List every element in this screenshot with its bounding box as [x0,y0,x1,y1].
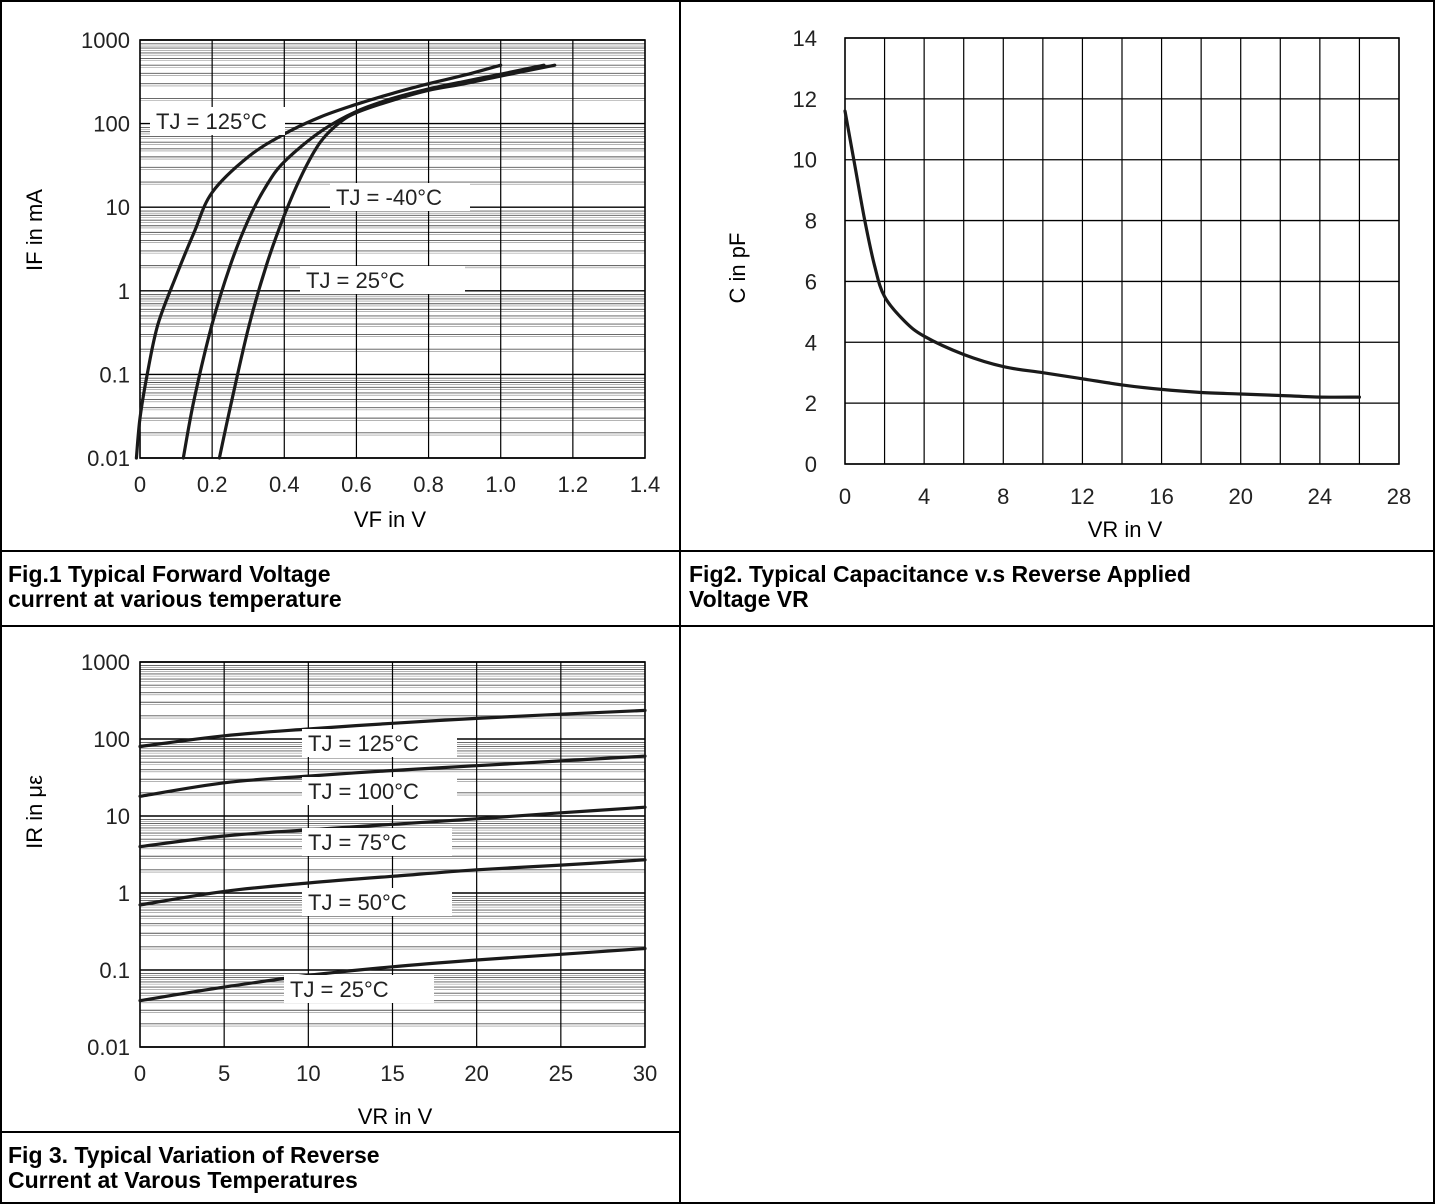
annotation-bg [302,888,452,916]
y-tick-label: 1 [118,279,130,304]
fig1-x-axis-label: VF in V [354,507,426,532]
x-tick-label: 0.6 [341,472,372,497]
fig1-grid [139,39,646,459]
y-tick-label: 100 [93,112,130,137]
series-line-0 [843,109,1361,399]
y-tick-label: 1000 [81,650,130,675]
series-line-0 [138,708,647,749]
annotation-bg [300,266,465,294]
y-tick-label: 0.01 [87,446,130,471]
x-tick-label: 20 [1228,484,1252,509]
fig2-series [843,109,1361,399]
annotation-label: TJ = 125°C [156,109,267,134]
fig3-x-axis-label: VR in V [358,1104,433,1129]
x-tick-label: 1.0 [485,472,516,497]
y-tick-label: 8 [805,209,817,234]
fig2-x-axis-label: VR in V [1088,517,1163,542]
series-line-2 [138,805,647,849]
series-line-3 [138,858,647,907]
annotation-label: TJ = 25°C [290,977,389,1002]
x-tick-label: 12 [1070,484,1094,509]
x-tick-label: 1.2 [558,472,589,497]
x-tick-label: 15 [380,1061,404,1086]
fig3-series [138,708,647,1003]
x-tick-label: 0.2 [197,472,228,497]
fig1-annotations: TJ = 125°C TJ = -40°C TJ = 25°C [150,107,470,294]
annotation-label: TJ = 75°C [308,830,407,855]
plot-frame [844,37,1400,465]
x-tick-label: 0 [134,472,146,497]
x-tick-label: 30 [633,1061,657,1086]
y-tick-label: 1 [118,881,130,906]
chart-forward-voltage: 0 0.2 0.4 0.6 0.8 1.0 1.2 1.40.010.11101001000 … [22,28,660,532]
x-tick-label: 8 [997,484,1009,509]
x-tick-label: 16 [1149,484,1173,509]
fig3-caption: Fig 3. Typical Variation of Reverse Curr… [8,1142,380,1193]
fig3-tick-labels: 0 5 10 15 20 25 30 0.01 0.1 1 10 100 1000 [81,650,657,1086]
y-tick-label: 0 [805,452,817,477]
annotation-bg [302,777,457,805]
y-tick-label: 4 [805,330,817,355]
y-tick-label: 12 [793,87,817,112]
fig1-caption: Fig.1 Typical Forward Voltage current at… [8,561,342,612]
x-tick-label: 10 [296,1061,320,1086]
annotation-label: TJ = 100°C [308,779,419,804]
x-tick-label: 28 [1387,484,1411,509]
annotation-bg [150,107,285,135]
fig3-y-axis-label: IR in με [22,775,47,849]
fig3-annotations: TJ = 125°C TJ = 100°C TJ = 75°C TJ = 50°C TJ… [284,729,457,1003]
y-tick-label: 6 [805,269,817,294]
y-tick-label: 10 [793,148,817,173]
y-tick-label: 100 [93,727,130,752]
annotation-bg [284,975,434,1003]
fig1-tick-labels: 0 0.2 0.4 0.6 0.8 1.0 1.2 1.4 0.01 0.1 1 10 100 1000 [81,28,660,497]
x-tick-label: 0 [134,1061,146,1086]
y-tick-label: 1000 [81,28,130,53]
y-tick-label: 14 [793,26,817,51]
series-line-0 [134,63,503,460]
y-tick-label: 0.01 [87,1035,130,1060]
y-tick-label: 10 [106,195,130,220]
x-tick-label: 20 [464,1061,488,1086]
annotation-bg [302,828,452,856]
fig2-grid [844,37,1400,465]
annotation-label: TJ = 50°C [308,890,407,915]
y-tick-label: 0.1 [99,362,130,387]
y-tick-label: 2 [805,391,817,416]
series-line-4 [138,946,647,1003]
y-tick-label: 0.1 [99,958,130,983]
annotation-label: TJ = -40°C [336,185,442,210]
plot-frame [139,39,646,459]
x-tick-label: 25 [549,1061,573,1086]
fig1-y-axis-label: IF in mA [22,189,47,271]
x-tick-label: 5 [218,1061,230,1086]
annotation-bg [330,183,470,211]
x-tick-label: 0 [839,484,851,509]
empty-cell [681,627,1435,1204]
chart-reverse-current: 0 5 10 15 20 25 30 0.01 0.1 1 10 100 1000 TJ = 125°C… [22,650,657,1129]
fig2-y-axis-label: C in pF [725,233,750,304]
x-tick-label: 1.4 [630,472,661,497]
plot-frame [139,661,646,1048]
annotation-label: TJ = 25°C [306,268,405,293]
x-tick-label: 0.8 [413,472,444,497]
y-tick-label: 10 [106,804,130,829]
annotation-bg [302,729,457,757]
annotation-label: TJ = 125°C [308,731,419,756]
fig2-caption: Fig2. Typical Capacitance v.s Reverse Ap… [689,561,1191,612]
x-tick-label: 24 [1308,484,1332,509]
series-line-2 [217,63,557,460]
x-tick-label: 4 [918,484,930,509]
series-line-1 [181,63,546,460]
fig1-series [134,63,557,460]
series-line-1 [138,754,647,798]
x-tick-label: 0.4 [269,472,300,497]
